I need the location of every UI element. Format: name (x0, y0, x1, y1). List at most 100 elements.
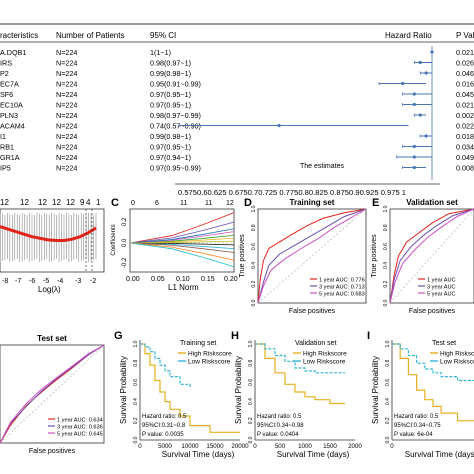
forest-point (412, 165, 416, 170)
path-top-tick: 6 (155, 200, 159, 207)
km-curve (255, 343, 345, 374)
roc-validation-panel: Validation set False positives True positi… (371, 198, 474, 315)
roc-curve (389, 208, 474, 304)
forest-ci-label: 0.99(0.98~1) (150, 69, 191, 78)
forest-point (400, 81, 405, 86)
km-x-label: Survival Time (days) (405, 450, 474, 459)
path-top-tick: 11 (205, 200, 212, 207)
forest-x-label: The estimates (300, 163, 344, 170)
forest-pvalue-label: 0.049 (456, 153, 474, 162)
forest-pvalue-label: 0.034 (456, 143, 474, 152)
forest-point (418, 113, 422, 117)
forest-gene-label: IRS (0, 59, 12, 68)
km-x-tick: 0 (390, 443, 394, 450)
path-top-tick: 11 (180, 200, 187, 207)
km-y-tick: 0.2 (248, 417, 254, 424)
path-y-tick: 0.0 (122, 238, 128, 247)
km-curve (392, 343, 474, 382)
roc-curve (257, 208, 367, 304)
km-y-tick: 0.8 (385, 360, 391, 367)
km-y-tick: 0.2 (385, 417, 391, 424)
km-y-tick: 0.0 (133, 436, 139, 443)
roc-y-tick: 1.0 (383, 205, 389, 212)
km-y-tick: 0.8 (133, 360, 139, 367)
km-y-tick: 0.4 (133, 398, 139, 405)
roc-frame (389, 208, 474, 304)
roc-diagonal (389, 208, 474, 304)
forest-ci-label: 0.95(0.91~0.99) (150, 80, 201, 89)
roc-y-tick: 0.8 (383, 224, 389, 231)
lasso-cv-panel: 12 12 12 12 12 9 4 1 -8 -7 -6 -5 -4 -3 -… (0, 198, 105, 294)
path-coef-line (129, 242, 235, 261)
km-curve (255, 343, 345, 405)
path-coef-line (129, 228, 235, 244)
forest-n-label: N=224 (56, 48, 77, 57)
forest-point (412, 155, 416, 159)
km-x-tick: 0 (138, 443, 142, 450)
roc-legend-label: 5 year AUC: 0.645 (57, 432, 103, 438)
path-x-tick: 0.15 (201, 276, 215, 283)
km-y-tick: 0.8 (248, 360, 254, 367)
km-legend-label: Low Riskscore (303, 359, 346, 366)
km-ci: 95%CI:0.34~0.98 (257, 423, 304, 429)
forest-n-label: N=224 (56, 90, 77, 99)
forest-ci-label: 1(1~1) (150, 48, 171, 57)
forest-point (277, 123, 281, 128)
forest-n-label: N=224 (56, 80, 77, 89)
km-title: Training set (180, 340, 216, 347)
km-y-tick: 1.0 (385, 340, 391, 347)
km-y-tick: 0.2 (133, 417, 139, 424)
km-title: Validation set (295, 340, 337, 347)
forest-pvalue-label: 0.046 (456, 69, 474, 78)
forest-n-label: N=224 (56, 122, 77, 131)
forest-ci-label: 0.97(0.94~1) (150, 153, 191, 162)
panel-label-g: G (114, 330, 123, 342)
forest-point (412, 92, 416, 96)
roc-y-tick: 0.0 (383, 299, 389, 306)
forest-gene-label: SF6 (0, 90, 13, 99)
roc-legend-label: 5 year AUC: 0.683 (319, 292, 365, 298)
forest-header-ci: 95% CI (150, 31, 176, 40)
km-y-tick: 0.6 (385, 379, 391, 386)
path-y-tick: -0.2 (122, 257, 128, 268)
forest-gene-label: IP5 (0, 164, 11, 173)
cv-error-bars (0, 213, 97, 262)
km-hazard-ratio: Hazard ratio: 0.5 (142, 414, 187, 420)
forest-plot: racteristics Number of Patients 95% CI H… (0, 23, 474, 197)
forest-gene-label: I1 (0, 132, 6, 141)
forest-rows: A.DQB1 N=224 1(1~1) 0.021 IRS N=224 0.98(0.97~… (0, 48, 474, 173)
roc-legend-label: 3 year AUC: 0.713 (319, 285, 365, 291)
cv-x-label: Log(λ) (38, 285, 61, 294)
cv-top-tick: 12 (0, 198, 9, 207)
cv-x-tick: -8 (2, 278, 8, 285)
roc-x-label: False positives (29, 448, 76, 455)
km-title: Test set (432, 340, 456, 347)
roc-curve (0, 344, 105, 444)
cv-x-tick: -4 (57, 278, 63, 285)
forest-pvalue-label: 0.002 (456, 111, 474, 120)
km-hazard-ratio: Hazard ratio: 0.5 (257, 414, 302, 420)
cv-top-tick: 12 (66, 198, 75, 207)
forest-n-label: N=224 (56, 143, 77, 152)
km-ci: 95%CI:0.31~0.8 (142, 423, 186, 429)
km-curve (140, 343, 240, 433)
km-ci: 95%CI:0.34~0.75 (394, 423, 441, 429)
km-x-tick: 20000 (231, 443, 249, 450)
forest-ci-label: 0.99(0.98~1) (150, 132, 191, 141)
forest-header-characteristics: racteristics (0, 31, 38, 40)
roc-curve (257, 208, 367, 304)
cv-top-tick: 1 (96, 198, 101, 207)
cv-x-tick: -3 (75, 278, 81, 285)
forest-point (424, 134, 428, 138)
km-y-tick: 0.6 (248, 379, 254, 386)
km-hazard-ratio: Hazard ratio: 0.5 (394, 414, 439, 420)
forest-header-pvalue: P Val (456, 31, 474, 40)
roc-test-panel: Test set False positives 1 year AUC: 0.634… (0, 334, 105, 455)
km-y-tick: 0.4 (385, 398, 391, 405)
km-x-tick: 1500 (323, 443, 337, 450)
forest-point (424, 71, 428, 75)
panel-label-h: H (231, 330, 239, 342)
forest-n-label: N=224 (56, 111, 77, 120)
roc-y-label: True positives (239, 234, 246, 278)
